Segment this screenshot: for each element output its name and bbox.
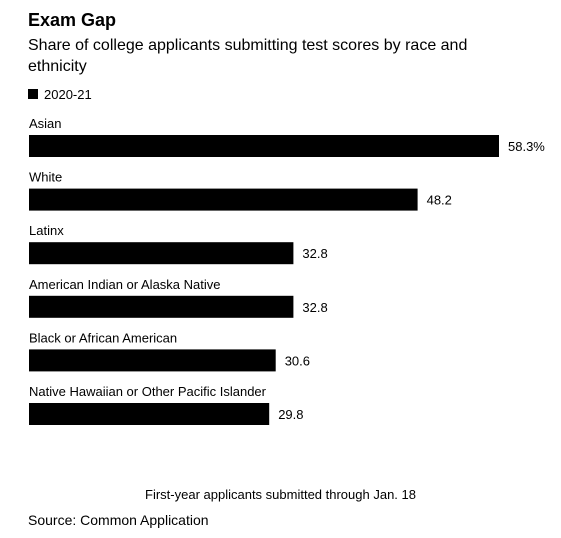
value-label: 29.8 — [278, 407, 303, 422]
chart-subtitle: Share of college applicants submitting t… — [28, 37, 468, 75]
value-label: 48.2 — [427, 193, 452, 208]
bar — [29, 188, 418, 211]
value-label: 32.8 — [302, 246, 327, 261]
legend-label: 2020-21 — [44, 86, 92, 102]
value-label: 32.8 — [302, 300, 327, 315]
legend: 2020-21 — [28, 86, 92, 102]
value-label: 30.6 — [285, 353, 310, 368]
category-label: American Indian or Alaska Native — [29, 277, 220, 292]
bar — [29, 295, 294, 318]
chart-source: Source: Common Application — [28, 512, 209, 528]
bar — [29, 135, 499, 157]
category-label: Black or African American — [29, 330, 177, 345]
bar — [29, 242, 294, 265]
value-label: 58.3% — [508, 139, 545, 154]
category-label: Native Hawaiian or Other Pacific Islande… — [29, 384, 267, 399]
chart-title: Exam Gap — [28, 10, 117, 30]
category-label: Asian — [29, 116, 62, 131]
bar — [29, 403, 270, 425]
legend-swatch — [28, 89, 38, 99]
bar-chart: Asian 58.3% White 48.2 Latinx 32.8 American In… — [29, 116, 545, 425]
chart-note: First-year applicants submitted through … — [145, 487, 416, 502]
bar — [29, 349, 276, 372]
category-label: White — [29, 170, 62, 185]
category-label: Latinx — [29, 223, 64, 238]
